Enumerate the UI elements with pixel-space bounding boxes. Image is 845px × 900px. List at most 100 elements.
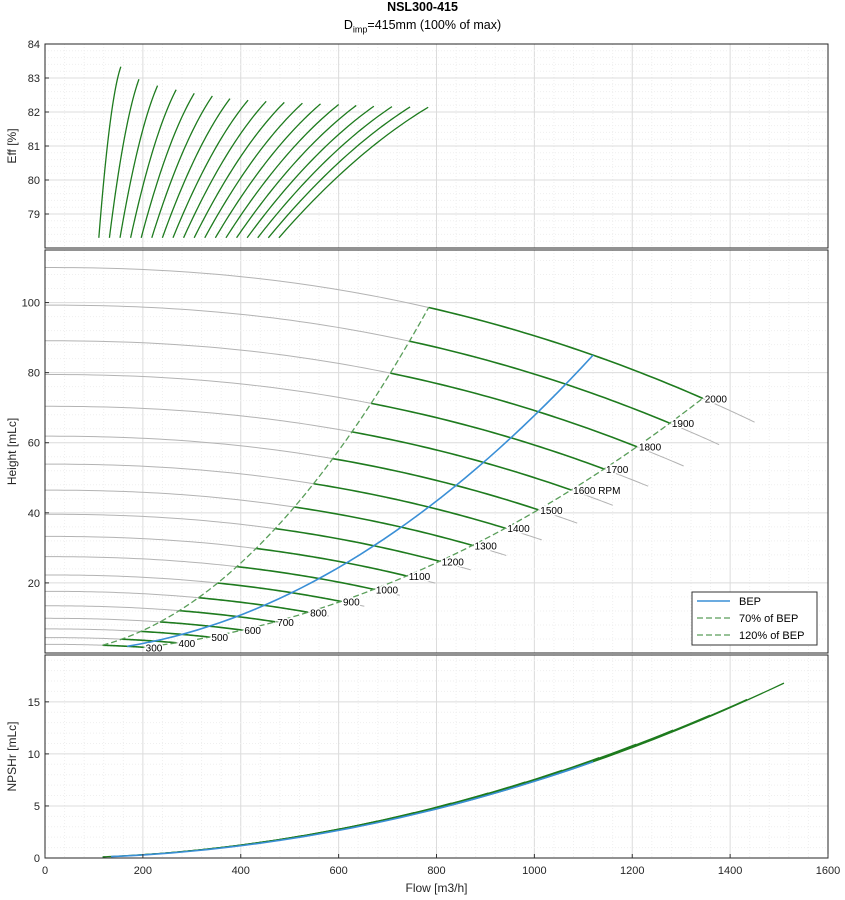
- head-curve-extrapolated-low: [44, 373, 372, 404]
- speed-label: 900: [343, 597, 360, 608]
- speed-label: 2000: [705, 394, 728, 405]
- head-curve-operating: [409, 340, 671, 424]
- head-curve-operating: [370, 402, 605, 470]
- eff-ytick-label: 83: [28, 73, 40, 85]
- head-curve-extrapolated-high: [242, 629, 258, 633]
- head-curve-operating: [351, 431, 572, 491]
- head-ytick-label: 60: [28, 438, 40, 450]
- head-curve-operating: [294, 506, 473, 547]
- head-curve-extrapolated-low: [44, 435, 333, 460]
- npsh-ylabel: NPSHr [mLc]: [5, 721, 19, 791]
- npsh-panel: 0 5 10 15 NPSHr [mLc]: [5, 654, 829, 865]
- efficiency-panel: 79 80 81 82 83 84 Eff [%]: [5, 39, 829, 249]
- head-curve-extrapolated-high: [702, 397, 755, 423]
- speed-label: 1000: [376, 585, 399, 596]
- speed-label: 700: [277, 618, 294, 629]
- speed-label: 800: [310, 608, 327, 619]
- npsh-ytick-label: 0: [34, 853, 40, 865]
- chart-title: NSL300-415: [387, 0, 458, 14]
- x-axis: 0 200 400 600 800 1000 1200 1400 1600 Flow [m3/h]: [42, 854, 840, 895]
- x-tick-label: 1600: [816, 865, 840, 877]
- x-tick-label: 600: [329, 865, 347, 877]
- head-ytick-label: 100: [22, 298, 40, 310]
- head-curve-operating: [121, 638, 177, 644]
- eff-ytick-label: 79: [28, 209, 40, 221]
- eff-ytick-label: 80: [28, 175, 40, 187]
- speed-label: 600: [244, 626, 261, 637]
- head-curve-extrapolated-high: [439, 560, 471, 571]
- x-axis-label: Flow [m3/h]: [405, 881, 467, 895]
- x-tick-label: 0: [42, 865, 48, 877]
- head-curve-operating: [160, 621, 243, 631]
- head-curve-extrapolated-high: [275, 621, 294, 626]
- speed-label: 1600 RPM: [573, 486, 620, 497]
- x-tick-label: 1400: [718, 865, 742, 877]
- head-curve-extrapolated-low: [44, 304, 410, 342]
- head-curve-extrapolated-low: [44, 340, 391, 374]
- efficiency-curve: [151, 95, 213, 238]
- head-curve-operating: [428, 306, 704, 400]
- head-ylabel: Height [mLc]: [5, 418, 19, 485]
- subtitle-prefix: D: [343, 18, 353, 32]
- head-curve-extrapolated-high: [636, 446, 684, 467]
- head-curve-operating: [140, 630, 210, 638]
- head-curve-extrapolated-low: [44, 405, 353, 433]
- x-tick-label: 200: [134, 865, 152, 877]
- speed-label: 400: [179, 639, 196, 650]
- head-curve-operating: [179, 609, 276, 623]
- head-curve-extrapolated-high: [571, 489, 613, 506]
- head-curve-extrapolated-high: [472, 544, 507, 556]
- head-curve-operating: [255, 547, 407, 577]
- head-panel: 20 40 60 80 100 Height [mLc] 300 400 500 600 700 80…: [5, 249, 829, 656]
- speed-label: 500: [211, 633, 228, 644]
- head-curve-extrapolated-low: [45, 489, 295, 508]
- efficiency-curve: [204, 102, 303, 239]
- head-curve-extrapolated-low: [45, 637, 122, 640]
- eff-ytick-label: 81: [28, 141, 40, 153]
- speed-label: 1100: [409, 572, 431, 583]
- bep-line: [127, 354, 594, 648]
- head-curve-extrapolated-low: [44, 267, 429, 308]
- head-curve-extrapolated-high: [406, 575, 436, 584]
- efficiency-curve: [98, 66, 122, 238]
- head-curve-extrapolated-low: [45, 574, 218, 584]
- efficiency-curve: [236, 104, 357, 239]
- speed-label: 1900: [672, 419, 695, 430]
- head-curve-extrapolated-low: [45, 556, 237, 568]
- eff-ytick-label: 82: [28, 107, 40, 119]
- head-curve-extrapolated-low: [45, 628, 141, 632]
- head-curve-extrapolated-high: [505, 527, 542, 541]
- x-tick-label: 1200: [620, 865, 644, 877]
- legend-bep-label: BEP: [739, 596, 761, 608]
- legend: BEP 70% of BEP 120% of BEP: [691, 591, 818, 646]
- head-curve-extrapolated-high: [373, 588, 400, 596]
- head-curve-extrapolated-low: [45, 605, 180, 612]
- head-curve-operating: [217, 582, 342, 603]
- head-curve-operating: [313, 482, 506, 529]
- efficiency-curve: [182, 100, 267, 239]
- speed-label: 1400: [507, 524, 530, 535]
- head-ytick-label: 20: [28, 578, 40, 590]
- subtitle-subscript: imp: [352, 24, 368, 35]
- head-curve-extrapolated-high: [308, 611, 329, 617]
- x-tick-label: 800: [427, 865, 445, 877]
- efficiency-curve: [278, 106, 429, 239]
- head-curve-extrapolated-high: [603, 468, 649, 487]
- head-curve-operating: [332, 457, 539, 511]
- head-curve-operating: [198, 596, 309, 614]
- npsh-ytick-label: 15: [28, 697, 40, 709]
- head-frame: [44, 249, 829, 654]
- speed-label: 1800: [639, 443, 662, 454]
- speed-label: 1500: [540, 506, 563, 517]
- npsh-ytick-label: 10: [28, 749, 40, 761]
- head-curve-extrapolated-high: [340, 600, 365, 607]
- head-curve-extrapolated-high: [176, 642, 187, 645]
- chart-subtitle: Dimp=415mm (100% of max): [0, 18, 845, 37]
- head-curve-extrapolated-high: [538, 509, 578, 524]
- speed-label: 1200: [442, 557, 465, 568]
- band-70-line: [102, 307, 430, 646]
- head-curve-extrapolated-low: [45, 513, 276, 530]
- legend-120-label: 120% of BEP: [739, 630, 804, 642]
- head-ytick-label: 80: [28, 368, 40, 380]
